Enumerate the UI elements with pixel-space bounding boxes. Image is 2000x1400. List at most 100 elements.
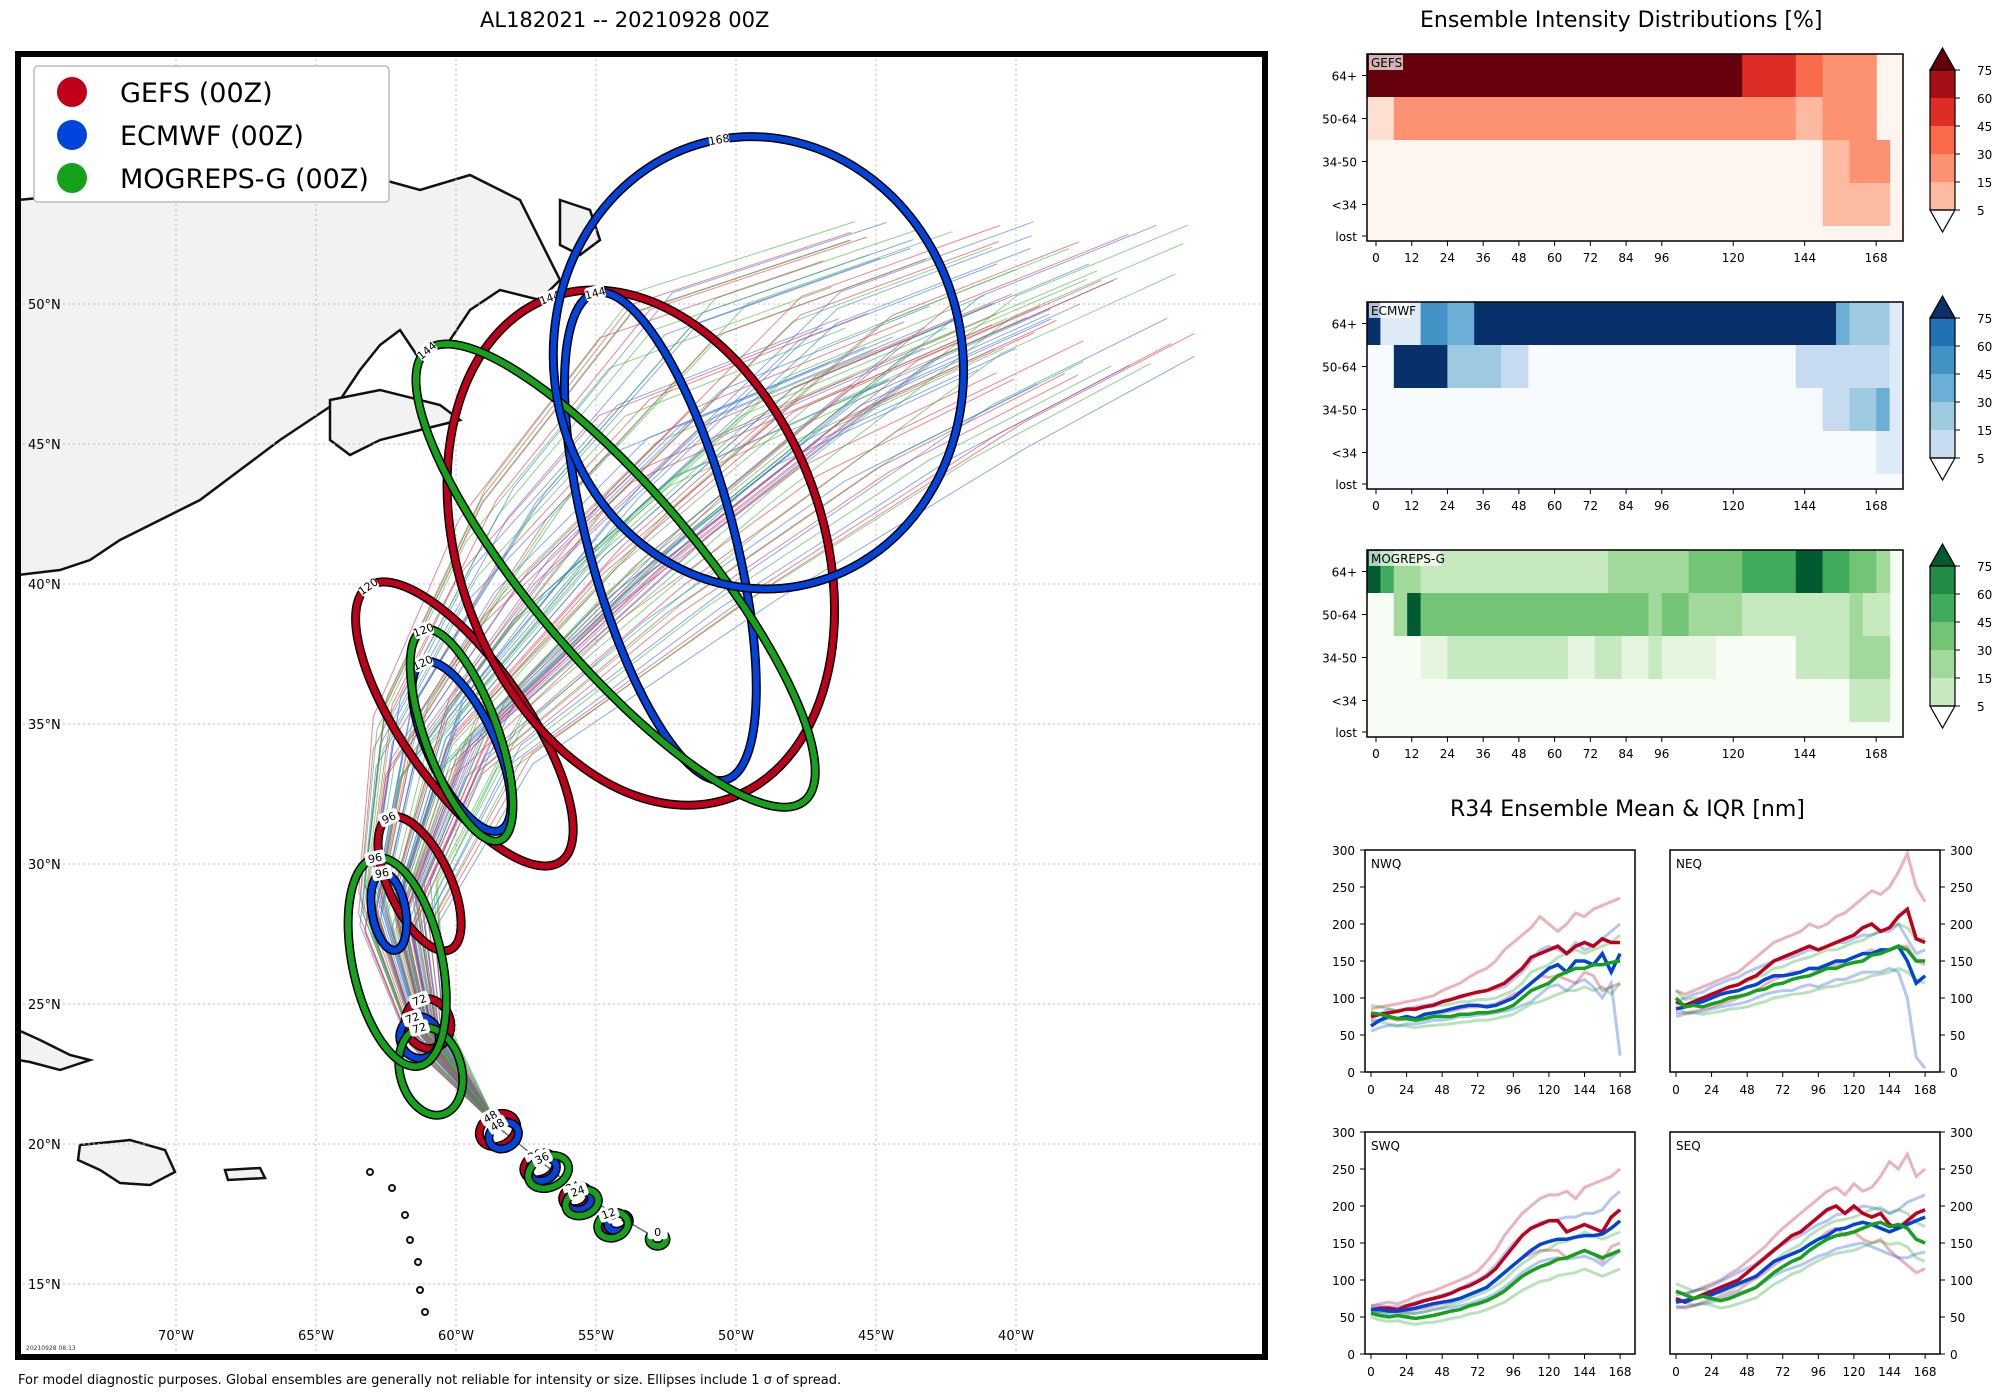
heat-cell <box>1662 722 1676 737</box>
lon-label: 55°W <box>578 1329 614 1344</box>
heat-cell <box>1796 474 1810 489</box>
x-tick-label: 168 <box>1865 747 1888 761</box>
heat-cell <box>1447 636 1462 679</box>
heat-cell <box>1795 54 1810 97</box>
spread-ellipse: 144 <box>411 339 820 812</box>
x-tick-label: 48 <box>1740 1083 1755 1097</box>
heat-cell <box>1809 636 1824 679</box>
heat-cell <box>1890 183 1904 226</box>
heat-cell <box>1527 302 1542 345</box>
heat-cell <box>1621 593 1636 636</box>
x-tick-label: 120 <box>1537 1083 1560 1097</box>
heat-cell <box>1782 431 1796 474</box>
heat-cell <box>1648 183 1662 226</box>
heat-cell <box>1769 302 1783 345</box>
heat-cell <box>1380 593 1394 636</box>
heat-cell <box>1407 679 1421 722</box>
row-label: 64+ <box>1332 318 1357 332</box>
x-tick-label: 96 <box>1506 1083 1521 1097</box>
heat-cell <box>1756 679 1770 722</box>
heat-cell <box>1527 550 1542 593</box>
colorbar-tick-label: 45 <box>1977 120 1992 134</box>
heat-cell <box>1889 345 1904 388</box>
heat-cell <box>1380 722 1394 737</box>
heat-cell <box>1795 97 1810 140</box>
heat-cell <box>1890 722 1904 737</box>
heat-cell <box>1635 388 1649 431</box>
heat-cell <box>1809 140 1823 183</box>
heat-cell <box>1742 97 1757 140</box>
heat-cell <box>1809 226 1823 241</box>
heat-cell <box>1715 474 1729 489</box>
heat-cell <box>1876 474 1890 489</box>
heat-cell <box>1608 550 1623 593</box>
heat-cell <box>1474 550 1489 593</box>
heat-cell <box>1447 302 1462 345</box>
ellipse-label-bg <box>377 808 400 828</box>
intensity-panel: ECMWF 64+ 50-64 34-50 <34 lost 0 12 24 36 48 60 72 84… <box>1322 294 1992 513</box>
heat-cell <box>1862 593 1877 636</box>
x-tick-label: 168 <box>1914 1365 1937 1379</box>
heat-cell <box>1688 97 1703 140</box>
antilles-island <box>401 1211 409 1219</box>
y-tick-label: 100 <box>1950 992 1973 1006</box>
heat-cell <box>1367 722 1381 737</box>
heat-cell <box>1836 97 1850 140</box>
heat-cell <box>1501 97 1515 140</box>
heat-cell <box>1689 140 1703 183</box>
heat-cell <box>1648 636 1663 679</box>
x-tick-label: 60 <box>1547 251 1562 265</box>
heat-cell <box>1822 593 1837 636</box>
heat-cell <box>1461 679 1475 722</box>
heat-cell <box>1635 550 1649 593</box>
row-label: <34 <box>1332 695 1357 709</box>
r34-mean-line <box>1675 1215 1926 1304</box>
heat-cell <box>1662 431 1676 474</box>
heat-cell <box>1420 345 1435 388</box>
spread-ellipse: 96 <box>343 849 451 1071</box>
heat-cell <box>1407 431 1421 474</box>
heat-cell <box>1407 140 1421 183</box>
legend-box <box>33 65 390 203</box>
antilles-island <box>414 1258 422 1266</box>
y-tick-label: 200 <box>1950 918 1973 932</box>
heat-cell <box>1514 431 1528 474</box>
heat-cell <box>1728 97 1743 140</box>
heat-cell <box>1715 636 1729 679</box>
r34-panel-name: NEQ <box>1676 857 1702 871</box>
heat-cell <box>1689 679 1703 722</box>
heat-cell <box>1689 226 1703 241</box>
x-tick-label: 60 <box>1547 499 1562 513</box>
heat-cell <box>1648 722 1662 737</box>
heat-cell <box>1675 722 1689 737</box>
ellipse-label-bg <box>708 131 730 148</box>
heat-cell <box>1555 140 1569 183</box>
heat-cell <box>1648 226 1662 241</box>
heat-cell <box>1728 54 1743 97</box>
colorbar-frame <box>1929 69 1956 211</box>
heat-cell <box>1434 302 1448 345</box>
spread-ellipse: 72 <box>394 1019 468 1120</box>
r34-mean-line <box>1371 1219 1622 1313</box>
heat-cell <box>1769 722 1783 737</box>
heat-cell <box>1487 593 1502 636</box>
heat-cell <box>1809 679 1823 722</box>
heat-cell <box>1822 140 1837 183</box>
y-tick-label: 100 <box>1950 1274 1973 1288</box>
ellipse-hour-label: 12 <box>600 1205 618 1222</box>
x-tick-label: 120 <box>1722 251 1745 265</box>
heat-cell <box>1862 302 1877 345</box>
heat-cell <box>1527 636 1542 679</box>
heat-cell <box>1849 54 1864 97</box>
heat-cell <box>1421 388 1435 431</box>
heat-cell <box>1836 345 1850 388</box>
heat-cell <box>1594 636 1609 679</box>
heat-cell <box>1514 550 1529 593</box>
heat-cell <box>1581 593 1596 636</box>
heat-cell <box>1514 345 1529 388</box>
colorbar-tick-label: 5 <box>1977 204 1985 218</box>
heat-cell <box>1782 593 1797 636</box>
heat-cell <box>1876 226 1890 241</box>
heat-cell <box>1742 226 1756 241</box>
heat-cell <box>1528 226 1542 241</box>
